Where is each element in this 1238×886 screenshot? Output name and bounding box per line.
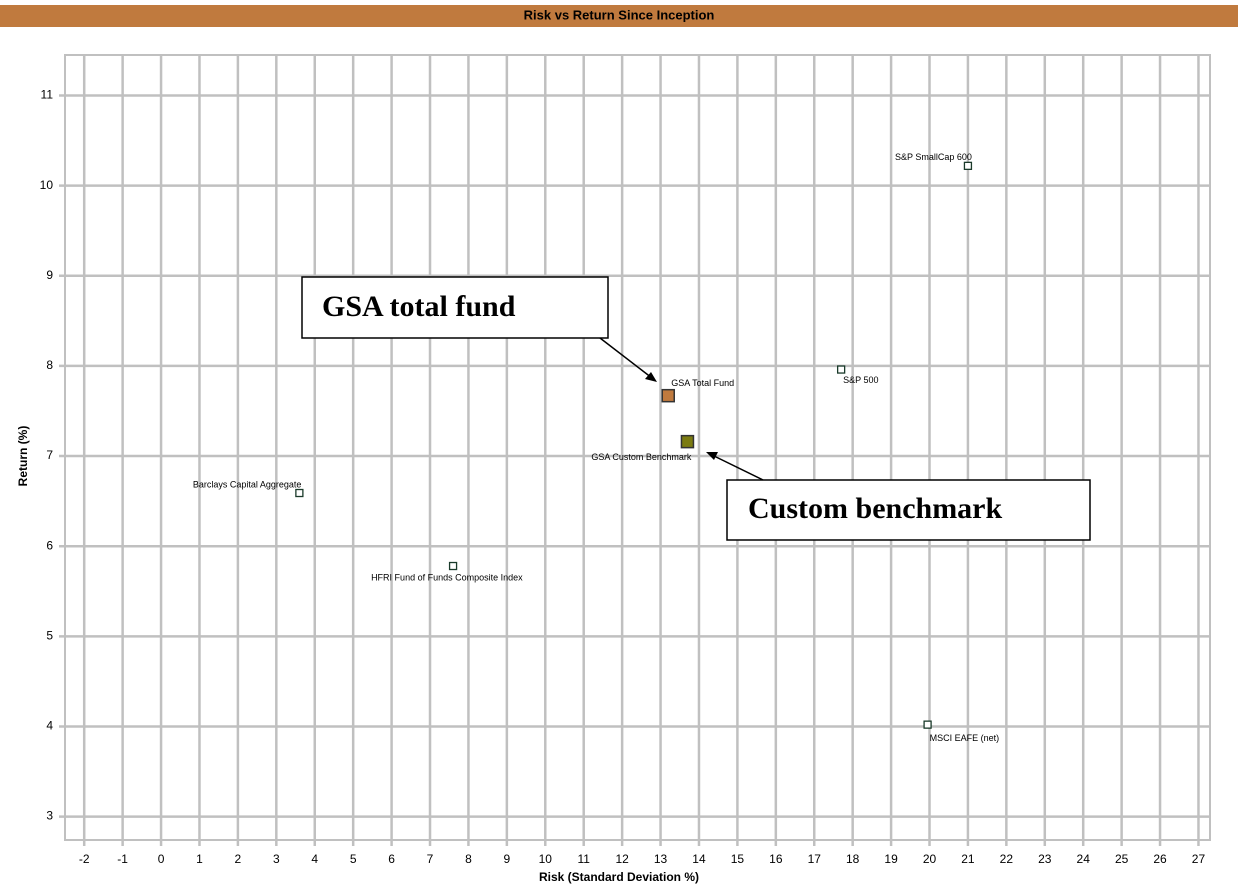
point bbox=[661, 388, 675, 403]
x-tick-label: 5 bbox=[350, 852, 357, 866]
x-tick-label: 20 bbox=[923, 852, 937, 866]
grid: -2 -1 0 1 2 3 4 5 6 7 8 9 10 11 12 13 14 15 16 17 18 19 20 21 22… bbox=[40, 54, 1211, 866]
x-tick-label: 27 bbox=[1192, 852, 1206, 866]
y-axis-label: Return (%) bbox=[16, 426, 30, 487]
x-tick-label: 0 bbox=[158, 852, 165, 866]
y-tick-label: 4 bbox=[46, 719, 53, 733]
point-label: HFRI Fund of Funds Composite Index bbox=[371, 572, 523, 582]
arrow-head bbox=[706, 452, 718, 460]
x-tick-label: 8 bbox=[465, 852, 472, 866]
y-tick-label: 6 bbox=[46, 538, 53, 552]
marks: S&P SmallCap 600 S&P 500 GSA Total Fund GSA… bbox=[193, 152, 999, 743]
x-tick-label: 13 bbox=[654, 852, 668, 866]
x-tick-label: 1 bbox=[196, 852, 203, 866]
x-tick-label: 16 bbox=[769, 852, 783, 866]
point-label: S&P 500 bbox=[843, 375, 878, 385]
x-tick-label: 15 bbox=[731, 852, 745, 866]
y-tick-label: 3 bbox=[46, 809, 53, 823]
y-tick-label: 9 bbox=[46, 268, 53, 282]
x-tick-label: 19 bbox=[884, 852, 898, 866]
x-tick-label: 12 bbox=[615, 852, 629, 866]
y-tick-label: 11 bbox=[41, 88, 54, 102]
y-tick-label: 10 bbox=[40, 178, 54, 192]
x-tick-label: 11 bbox=[577, 852, 590, 866]
x-tick-label: 6 bbox=[388, 852, 395, 866]
x-tick-label: -2 bbox=[79, 852, 90, 866]
y-tick-label: 8 bbox=[46, 358, 53, 372]
x-tick-label: 17 bbox=[808, 852, 822, 866]
point-label: GSA Custom Benchmark bbox=[591, 452, 692, 462]
annotation-total-fund: GSA total fund bbox=[301, 276, 657, 382]
point bbox=[963, 161, 973, 171]
x-tick-label: 9 bbox=[504, 852, 511, 866]
point bbox=[295, 488, 304, 498]
x-axis-label: Risk (Standard Deviation %) bbox=[539, 870, 699, 884]
chart-title: Risk vs Return Since Inception bbox=[524, 7, 715, 22]
title-bar bbox=[0, 5, 1238, 27]
x-tick-label: 25 bbox=[1115, 852, 1129, 866]
point bbox=[923, 720, 932, 729]
x-tick-label: -1 bbox=[117, 852, 128, 866]
arrow bbox=[711, 454, 764, 481]
x-tick-label: 22 bbox=[1000, 852, 1014, 866]
y-tick-label: 5 bbox=[46, 628, 53, 642]
annotation: Custom benchmark bbox=[748, 492, 1002, 525]
x-tick-label: 18 bbox=[846, 852, 860, 866]
arrow-head bbox=[645, 372, 657, 382]
plot-border bbox=[64, 54, 1211, 841]
annotation-custom-benchmark: Custom benchmark bbox=[706, 452, 1091, 541]
x-tick-label: 3 bbox=[273, 852, 280, 866]
x-tick-label: 10 bbox=[539, 852, 553, 866]
x-tick-label: 23 bbox=[1038, 852, 1052, 866]
x-tick-label: 14 bbox=[692, 852, 706, 866]
annotation-box bbox=[726, 479, 1091, 541]
point-label: GSA Total Fund bbox=[671, 378, 734, 388]
annotation: GSA total fund bbox=[322, 290, 516, 323]
x-tick-label: 2 bbox=[235, 852, 242, 866]
x-tick-label: 4 bbox=[311, 852, 318, 866]
x-tick-label: 21 bbox=[961, 852, 975, 866]
x-tick-label: 24 bbox=[1077, 852, 1091, 866]
arrow bbox=[599, 337, 653, 379]
x-tick-label: 7 bbox=[427, 852, 434, 866]
point-label: S&P SmallCap 600 bbox=[895, 152, 972, 162]
x-tick-label: 26 bbox=[1153, 852, 1167, 866]
point-label: Barclays Capital Aggregate bbox=[193, 479, 302, 489]
point bbox=[448, 561, 458, 571]
annotation-box bbox=[301, 276, 609, 339]
y-tick-label: 7 bbox=[46, 448, 53, 462]
point bbox=[680, 434, 695, 449]
point-label: MSCI EAFE (net) bbox=[930, 733, 1000, 743]
point bbox=[836, 365, 846, 374]
